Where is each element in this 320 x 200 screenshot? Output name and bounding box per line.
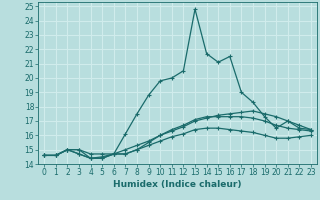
X-axis label: Humidex (Indice chaleur): Humidex (Indice chaleur): [113, 180, 242, 189]
